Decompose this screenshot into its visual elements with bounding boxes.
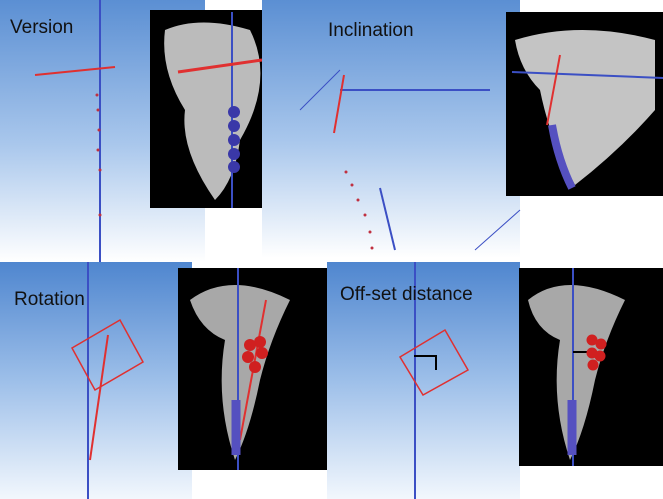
inclination-panel: Inclination [262, 0, 663, 258]
panel-label: Off-set distance [340, 284, 473, 305]
panel-label: Version [10, 17, 73, 38]
figure: Version Inclination Rotation [0, 0, 663, 499]
version-panel: Version [0, 0, 300, 262]
offset-panel: Off-set distance [327, 262, 663, 499]
spheres [228, 106, 240, 173]
rotation-panel: Rotation [0, 262, 333, 499]
panel-label: Rotation [14, 289, 85, 310]
panel-label: Inclination [328, 20, 414, 41]
